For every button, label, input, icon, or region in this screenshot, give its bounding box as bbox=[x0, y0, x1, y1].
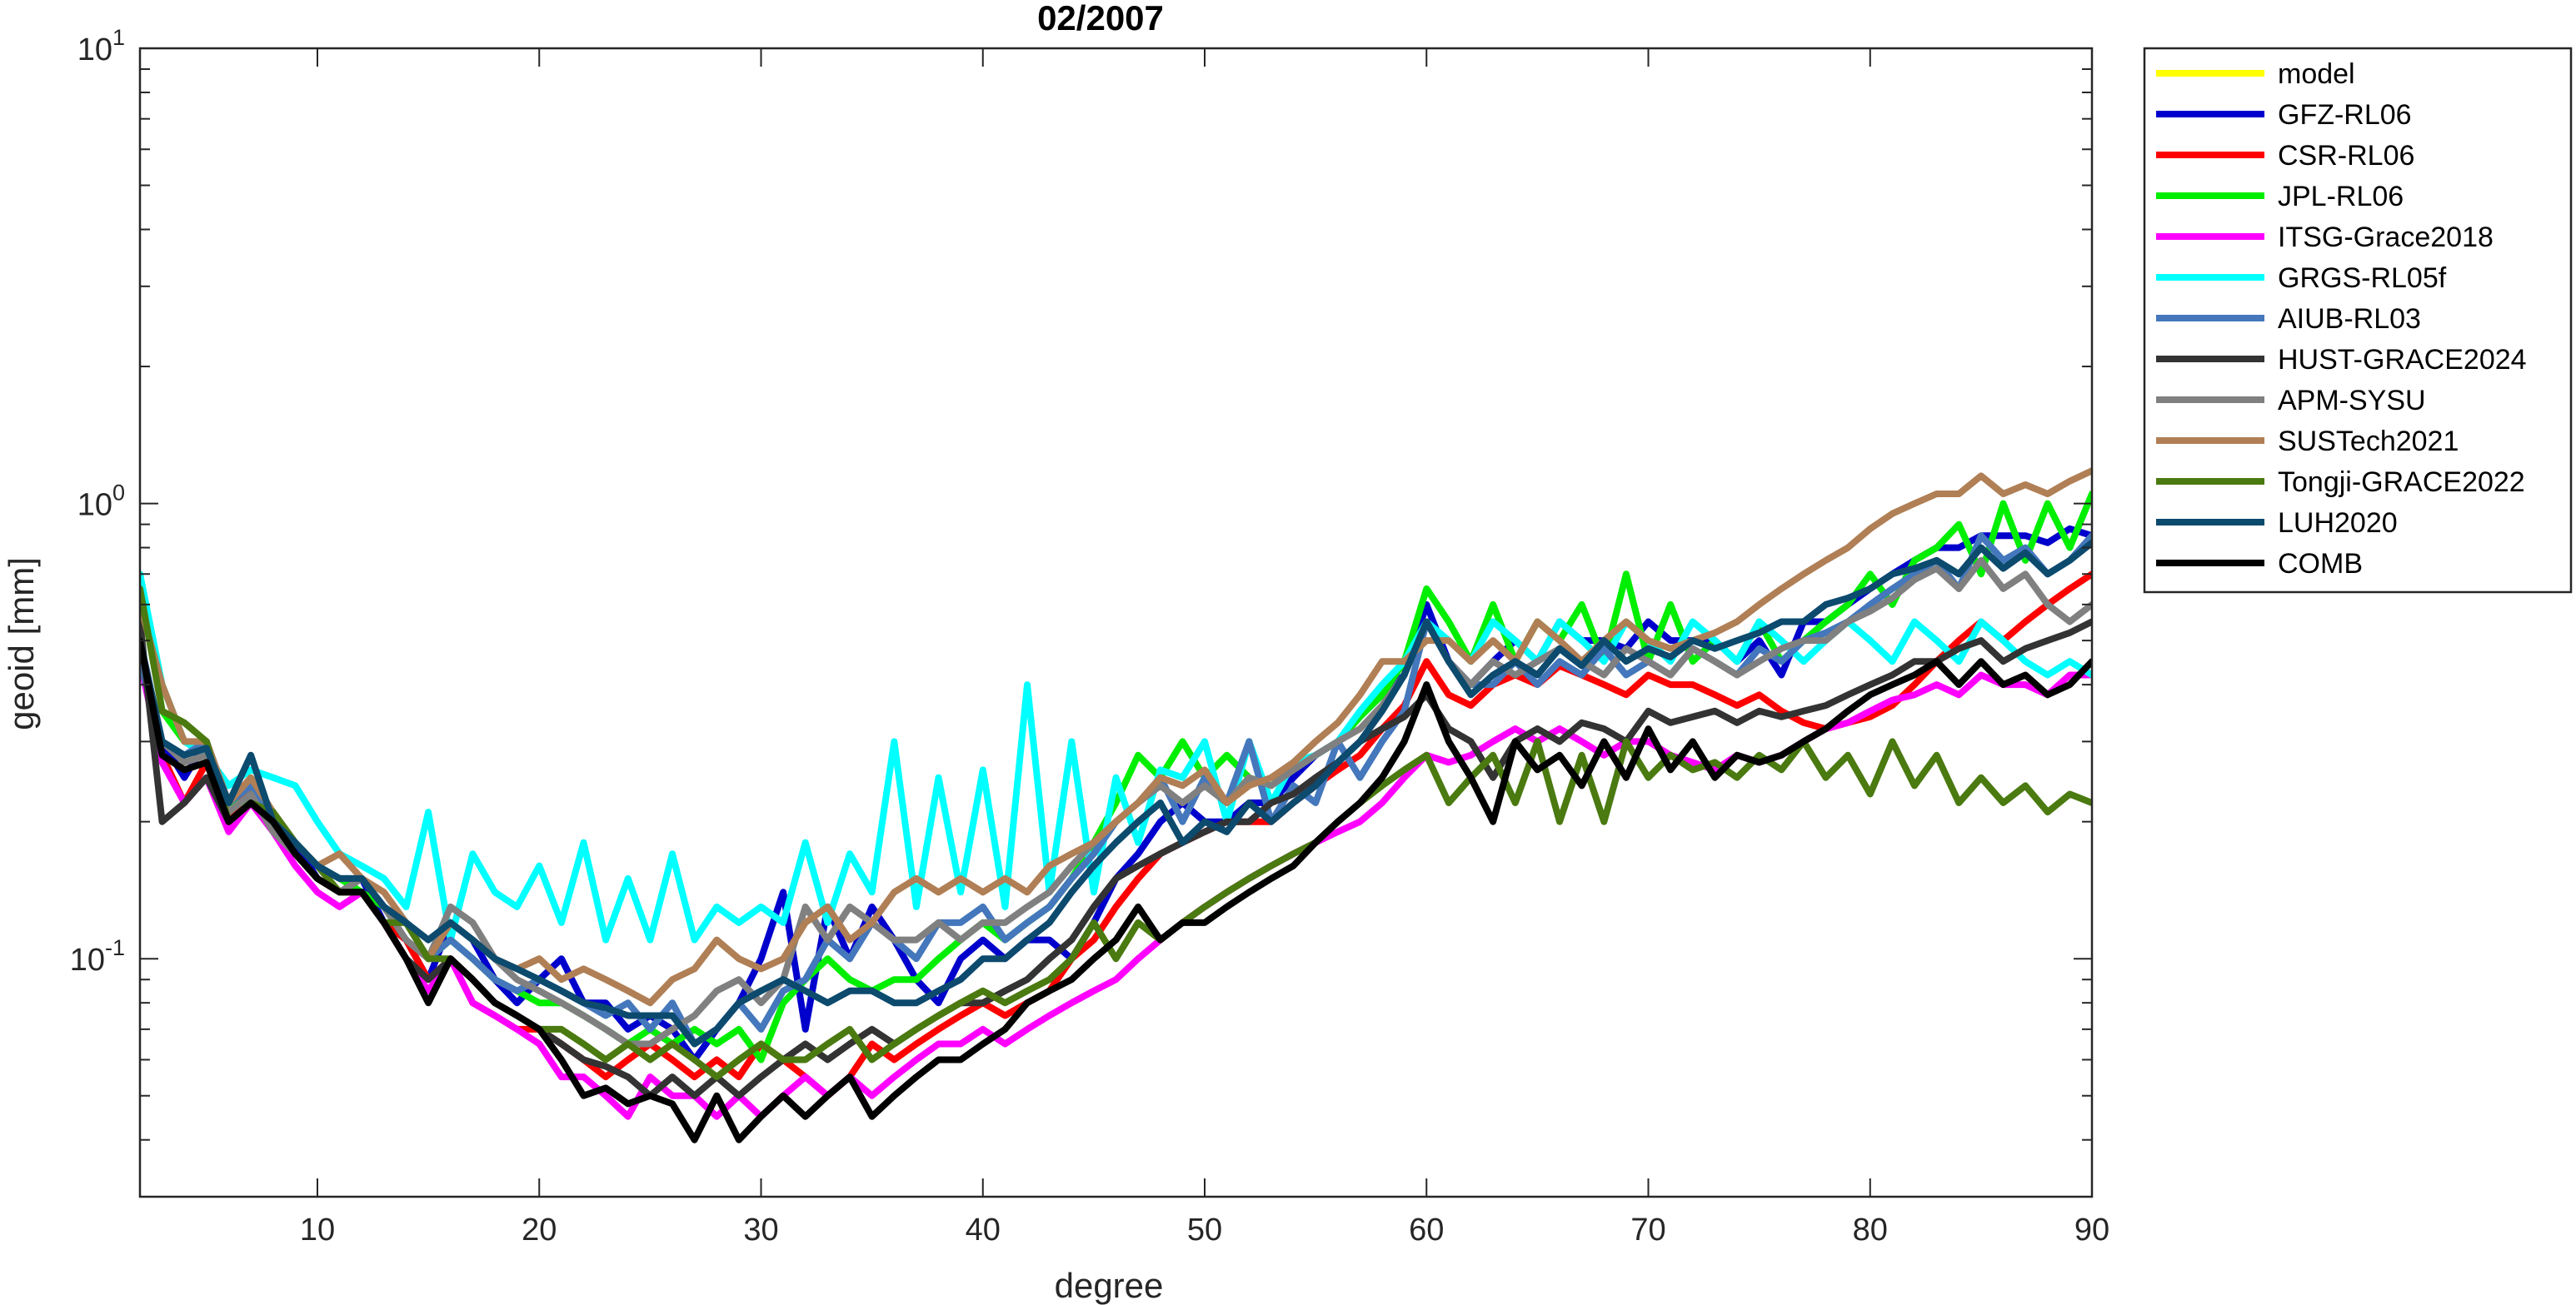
legend: model GFZ-RL06 CSR-RL06 JPL-RL06 ITSG-Grace2… bbox=[2143, 47, 2573, 594]
legend-label-hust-grace2024: HUST-GRACE2024 bbox=[2278, 344, 2527, 376]
x-tick-label: 70 bbox=[1630, 1213, 1665, 1248]
legend-label-grgs-rl05f: GRGS-RL05f bbox=[2278, 262, 2447, 294]
x-tick-label: 30 bbox=[743, 1213, 778, 1248]
x-tick-label: 60 bbox=[1409, 1213, 1444, 1248]
x-tick-label: 80 bbox=[1853, 1213, 1888, 1248]
legend-label-jpl-rl06: JPL-RL06 bbox=[2278, 181, 2404, 212]
legend-label-tongji-grace2022: Tongji-GRACE2022 bbox=[2278, 466, 2525, 498]
x-tick-label: 90 bbox=[2074, 1213, 2109, 1248]
chart-title: 02/2007 bbox=[1037, 0, 1164, 37]
legend-label-sustech2021: SUSTech2021 bbox=[2278, 426, 2459, 457]
series-line-comb bbox=[140, 637, 2092, 1143]
x-tick-label: 50 bbox=[1187, 1213, 1222, 1248]
y-axis-label: geoid [mm] bbox=[2, 557, 41, 730]
legend-label-luh2020: LUH2020 bbox=[2278, 507, 2398, 539]
x-tick-label: 10 bbox=[300, 1213, 335, 1248]
plot-area: 10 20 30 40 50 60 70 80 90 10-1 100 101 bbox=[70, 25, 2109, 1248]
legend-label-csr-rl06: CSR-RL06 bbox=[2278, 140, 2414, 172]
legend-label-gfz-rl06: GFZ-RL06 bbox=[2278, 99, 2412, 131]
series-line-luh2020 bbox=[140, 539, 2092, 1048]
legend-label-comb: COMB bbox=[2278, 548, 2363, 580]
y-tick-label: 10-1 bbox=[70, 935, 125, 978]
x-axis-label: degree bbox=[1055, 1266, 1164, 1305]
y-tick-label: 101 bbox=[77, 25, 125, 67]
x-tick-label: 20 bbox=[522, 1213, 557, 1248]
legend-label-itsg-grace2018: ITSG-Grace2018 bbox=[2278, 222, 2494, 253]
x-tick-label: 40 bbox=[966, 1213, 1001, 1248]
plot-frame bbox=[138, 47, 2094, 1198]
legend-label-apm-sysu: APM-SYSU bbox=[2278, 385, 2426, 416]
legend-label-model: model bbox=[2278, 58, 2355, 90]
legend-label-aiub-rl03: AIUB-RL03 bbox=[2278, 303, 2421, 335]
series-lines bbox=[140, 467, 2092, 1143]
y-tick-label: 100 bbox=[77, 481, 125, 523]
